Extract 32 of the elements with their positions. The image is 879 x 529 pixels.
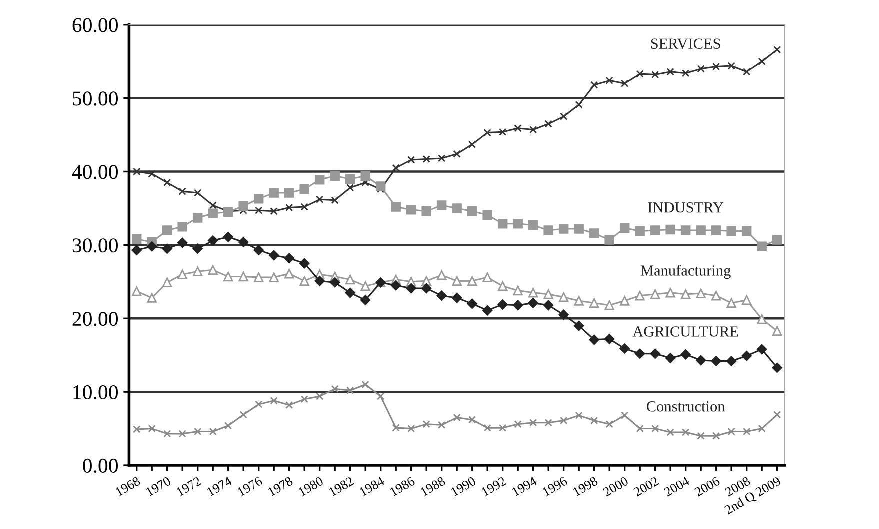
series-label: SERVICES: [651, 38, 720, 50]
y-tick-label: 10.00: [74, 385, 118, 400]
y-tick-label: 20.00: [72, 312, 118, 326]
x-tick-label: 1990: [450, 476, 477, 497]
x-tick-label: 1978: [268, 476, 294, 497]
series-label: AGRICULTURE: [632, 326, 738, 337]
x-tick-label: 1996: [542, 476, 568, 497]
x-tick-label: 1998: [572, 476, 599, 497]
x-tick-label: 1968: [115, 476, 142, 497]
y-tick-label: 50.00: [73, 92, 118, 106]
x-tick-label: 1986: [390, 476, 416, 497]
x-tick-label: 1974: [206, 476, 233, 497]
x-tick-label: 1988: [420, 476, 446, 497]
x-tick-label: 1976: [237, 476, 264, 497]
x-tick-label: 1984: [359, 476, 386, 497]
x-tick-label: 2006: [694, 476, 721, 497]
x-tick-label: 1982: [328, 476, 354, 497]
x-tick-label: 1972: [176, 476, 202, 497]
y-tick-label: 30.00: [72, 238, 118, 253]
series-label: Construction: [646, 402, 726, 412]
y-tick-label: 0.00: [83, 458, 118, 474]
series-label: INDUSTRY: [648, 202, 724, 213]
x-tick-label: 2000: [602, 476, 630, 497]
x-tick-label: 1994: [512, 476, 538, 497]
x-tick-label: 1992: [481, 476, 507, 497]
series-label: Manufacturing: [640, 264, 731, 280]
x-tick-label: 2004: [664, 476, 690, 497]
x-tick-label: 1980: [298, 476, 324, 497]
x-tick-label: 2002: [633, 476, 660, 497]
y-tick-label: 60.00: [72, 18, 118, 32]
x-tick-label: 1970: [146, 476, 172, 497]
y-tick-label: 40.00: [72, 165, 118, 180]
